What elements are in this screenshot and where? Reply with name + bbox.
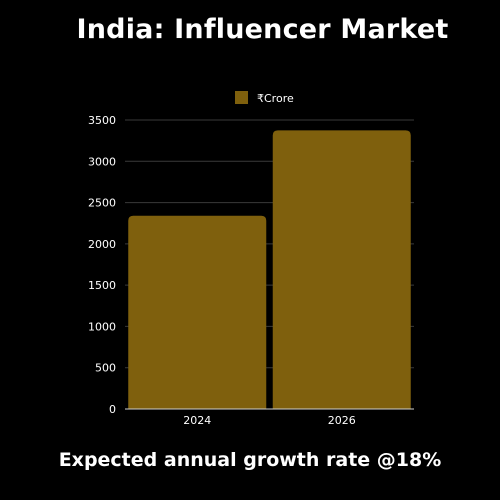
y-tick-label: 500 (95, 362, 116, 375)
x-tick-label: 2024 (183, 414, 211, 427)
legend-swatch (235, 91, 248, 104)
legend: ₹Crore (235, 91, 294, 105)
bars (128, 130, 411, 410)
y-tick-label: 2500 (88, 197, 116, 210)
axes: 0 500 1000 1500 2000 2500 3000 3500 2024 2026 (88, 114, 414, 427)
bar-2024 (128, 215, 267, 409)
y-tick-label: 1000 (88, 320, 116, 333)
y-tick-label: 0 (109, 403, 116, 416)
growth-rate-note: Expected annual growth rate @18% (58, 449, 442, 471)
y-tick-label: 3500 (88, 114, 116, 127)
bar-2026 (272, 130, 411, 410)
y-tick-label: 2000 (88, 238, 116, 251)
chart-title: India: Influencer Market (76, 14, 449, 45)
y-tick-label: 3000 (88, 155, 116, 168)
legend-label: ₹Crore (257, 92, 294, 105)
y-tick-label: 1500 (88, 279, 116, 292)
x-tick-label: 2026 (328, 414, 356, 427)
